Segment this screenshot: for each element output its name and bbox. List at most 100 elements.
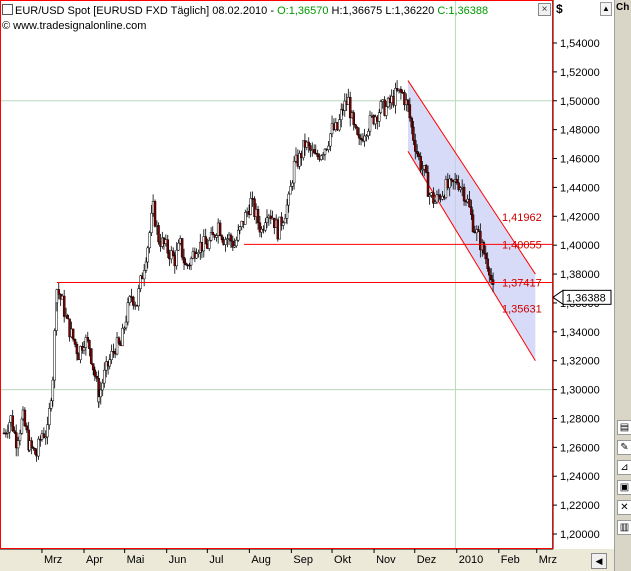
candle-body	[253, 198, 256, 217]
x-tick-label: Mrz	[44, 554, 62, 566]
candle-body	[489, 274, 493, 281]
candle-body	[316, 153, 319, 157]
candle-body	[157, 225, 160, 243]
candle-body	[269, 215, 273, 219]
candle-body	[66, 315, 69, 320]
chart-icon[interactable]: ⊿	[617, 460, 631, 475]
candle-body	[44, 436, 48, 439]
candle-body	[103, 369, 106, 384]
y-tick-label: 1,46000	[560, 154, 600, 166]
candle-body	[13, 430, 16, 433]
candle-body	[321, 154, 325, 157]
save-icon[interactable]: ▤	[617, 420, 631, 435]
candle-body	[189, 258, 193, 266]
candle-body	[291, 182, 294, 187]
candle-body	[238, 226, 242, 231]
y-axis-unit: $	[556, 2, 563, 16]
pencil-icon[interactable]: ✎	[617, 440, 631, 455]
candle-body	[312, 149, 316, 154]
candle-body	[307, 141, 310, 146]
x-tick-label: Dez	[417, 554, 437, 566]
candle-body	[329, 133, 332, 147]
candle-body	[218, 222, 222, 236]
candle-body	[327, 145, 330, 150]
y-tick-label: 1,34000	[560, 327, 600, 339]
cross-icon[interactable]: ✕	[617, 500, 631, 515]
candle-body	[53, 330, 56, 381]
candle-body	[148, 232, 151, 249]
x-tick-label: Apr	[86, 554, 103, 566]
candle-body	[207, 240, 211, 249]
candle-body	[406, 99, 410, 105]
candle-body	[46, 424, 49, 438]
candle-body	[258, 222, 262, 233]
candle-body	[421, 168, 424, 171]
candle-body	[197, 252, 200, 255]
candle-body	[298, 153, 301, 167]
x-axis: Mrz Apr Mai Jun Jul Aug Sep Okt Nov Dez 2010 Feb Mrz	[0, 548, 557, 566]
candle-body	[428, 194, 431, 197]
candle-body	[117, 337, 121, 344]
candle-body	[424, 165, 428, 173]
magnet-icon[interactable]: ▣	[617, 480, 631, 495]
candle-body	[62, 295, 66, 317]
candle-body	[426, 172, 430, 197]
candle-body	[20, 418, 24, 434]
x-tick-label: Jun	[169, 554, 187, 566]
candle-body	[137, 288, 140, 307]
y-tick-label: 1,20000	[560, 529, 600, 541]
candle-body	[90, 348, 93, 364]
candle-body	[150, 212, 153, 233]
candle-body	[42, 433, 46, 438]
candle-body	[18, 433, 22, 441]
candle-body	[399, 88, 403, 93]
candle-body	[354, 124, 357, 128]
candle-body	[403, 92, 406, 106]
candle-body	[132, 296, 135, 306]
candle-body	[75, 344, 79, 355]
grid-layer	[0, 0, 553, 549]
candle-body	[287, 193, 290, 206]
current-price-label: 1,36388	[566, 292, 606, 304]
candle-body	[448, 178, 451, 189]
candle-body	[462, 186, 466, 202]
scroll-left-icon[interactable]: ◀	[591, 553, 607, 569]
candle-body	[166, 239, 170, 254]
candle-body	[126, 302, 130, 323]
candle-body	[57, 289, 61, 295]
candle-body	[265, 217, 269, 223]
candle-body	[93, 369, 97, 377]
candle-body	[365, 135, 368, 137]
x-tick-label: Okt	[334, 554, 351, 566]
candle-body	[233, 245, 236, 248]
candle-body	[459, 187, 462, 190]
candle-body	[99, 389, 103, 398]
candle-body	[175, 249, 178, 267]
settings-icon[interactable]: ▥	[617, 520, 631, 535]
candle-body	[91, 363, 95, 371]
y-tick-label: 1,28000	[560, 413, 600, 425]
x-tick-label: Mai	[127, 554, 145, 566]
candle-body	[14, 432, 18, 449]
axis-scale-button[interactable]: ▲	[600, 2, 612, 16]
candle-body	[477, 229, 480, 232]
y-tick-label: 1,50000	[560, 96, 600, 108]
candle-body	[356, 127, 359, 135]
candle-body	[415, 151, 419, 154]
candle-body	[220, 235, 224, 241]
candle-body	[417, 153, 421, 157]
candle-body	[68, 318, 71, 338]
candle-body	[123, 327, 126, 330]
plot-area	[0, 0, 553, 549]
candle-body	[244, 212, 247, 225]
candle-body	[171, 250, 175, 256]
candle-body	[224, 239, 227, 245]
candle-body	[226, 238, 229, 240]
channel-fill	[407, 80, 536, 361]
candle-body	[11, 415, 14, 431]
candle-body	[343, 100, 347, 111]
x-tick-label: Mrz	[539, 554, 557, 566]
candle-body	[408, 104, 412, 119]
close-chart-button[interactable]: ×	[538, 3, 551, 16]
